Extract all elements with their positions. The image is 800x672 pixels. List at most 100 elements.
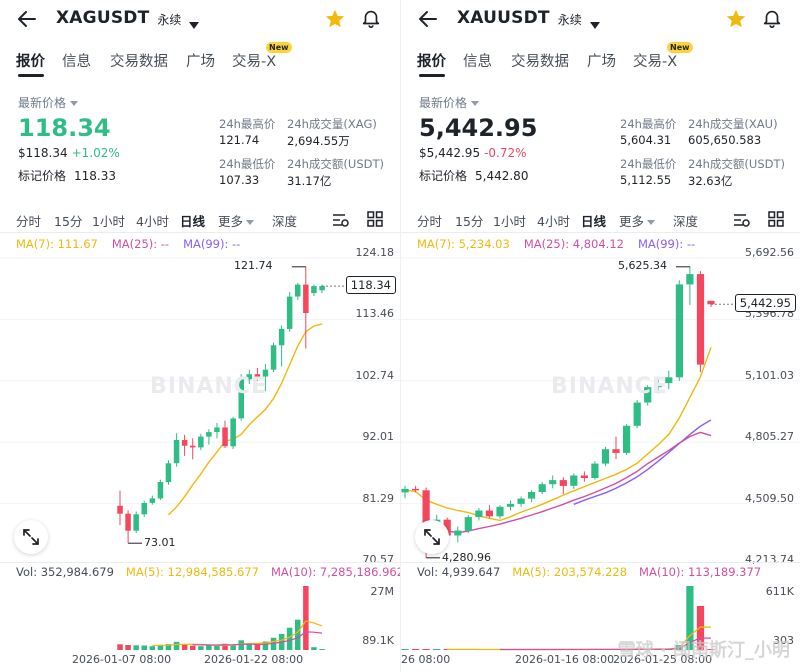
- tab-3[interactable]: 广场: [587, 54, 616, 70]
- top-bar: XAGUSDT 永续: [0, 0, 400, 38]
- tab-2[interactable]: 交易数据: [511, 54, 569, 70]
- interval-6[interactable]: 深度: [272, 211, 297, 230]
- candle-body: [549, 480, 557, 485]
- new-badge: New: [667, 42, 693, 53]
- candle-body: [654, 383, 662, 388]
- time-axis-label-1: 2026-01-16 08:00: [515, 653, 615, 666]
- caret-down-icon[interactable]: [189, 14, 200, 29]
- candle-body: [570, 475, 578, 486]
- mark-price-value: 118.33: [74, 169, 117, 183]
- volume-value: Vol: 352,984.679: [16, 565, 114, 579]
- price-block: 最新价格 118.34 $118.34 +1.02% 标记价格 118.33: [18, 94, 218, 183]
- interval-1[interactable]: 15分: [54, 211, 82, 230]
- volume-bar: [198, 646, 204, 650]
- candle-body: [286, 296, 293, 329]
- interval-5[interactable]: 更多: [619, 211, 656, 230]
- caret-down-icon[interactable]: [589, 14, 600, 29]
- candle-body: [303, 284, 309, 313]
- ma7-value: MA(7): 111.67: [16, 237, 98, 251]
- interval-4[interactable]: 日线: [581, 211, 606, 230]
- grid-icon[interactable]: [367, 211, 383, 227]
- volume-ma10: MA(10): 113,189.377: [639, 565, 762, 579]
- interval-5[interactable]: 更多: [218, 211, 255, 230]
- candlestick-chart[interactable]: [0, 250, 400, 562]
- back-arrow-icon[interactable]: [417, 8, 439, 30]
- expand-chart-button[interactable]: [14, 520, 48, 554]
- candle-body: [644, 387, 652, 403]
- divider: [401, 232, 800, 233]
- chart-high-label: 5,625.34: [618, 259, 667, 272]
- volume-bar: [206, 645, 212, 650]
- interval-label: 日线: [581, 214, 607, 229]
- volume-bar: [190, 645, 196, 650]
- interval-1[interactable]: 15分: [455, 211, 483, 230]
- y-axis-label-0: 124.18: [355, 246, 395, 259]
- candle-body: [454, 530, 462, 536]
- candle-body: [165, 463, 172, 482]
- stat-vol-label: 24h成交量(XAG): [287, 117, 377, 131]
- volume-ma10: MA(10): 7,285,186.962: [270, 565, 400, 579]
- tab-4[interactable]: 交易-X: [633, 54, 678, 70]
- symbol-title[interactable]: XAGUSDT: [56, 8, 150, 28]
- stat-high-label: 24h最高价: [620, 117, 677, 131]
- star-icon[interactable]: [324, 8, 346, 30]
- tab-1[interactable]: 信息: [463, 54, 492, 70]
- interval-label: 15分: [455, 214, 484, 229]
- y-axis-label-1: 113.46: [355, 307, 395, 321]
- interval-0[interactable]: 分时: [417, 211, 442, 230]
- interval-4[interactable]: 日线: [180, 211, 205, 230]
- interval-3[interactable]: 4小时: [136, 211, 169, 230]
- volume-bar: [117, 644, 123, 650]
- candle-body: [633, 402, 641, 426]
- candle-body: [538, 484, 546, 492]
- symbol-title[interactable]: XAUUSDT: [457, 8, 550, 28]
- candle-body: [496, 506, 504, 517]
- chart-settings-icon[interactable]: [332, 212, 350, 228]
- new-badge: New: [266, 42, 292, 53]
- tab-0[interactable]: 报价: [16, 54, 45, 70]
- ma-indicator-row: MA(7): 111.67 MA(25): -- MA(99): --: [16, 237, 254, 251]
- usd-price: $118.34: [18, 146, 68, 160]
- ma99-value: MA(99): --: [637, 237, 696, 251]
- divider: [0, 232, 400, 233]
- star-icon[interactable]: [725, 8, 747, 30]
- contract-type-label: 永续: [557, 13, 582, 27]
- bell-icon[interactable]: [761, 7, 783, 29]
- candle-body: [665, 377, 673, 384]
- interval-label: 更多: [218, 214, 244, 229]
- mark-price-line: 标记价格 118.33: [18, 167, 116, 184]
- tab-4[interactable]: 交易-X: [232, 54, 277, 70]
- tab-2[interactable]: 交易数据: [110, 54, 168, 70]
- candle-body: [254, 374, 261, 377]
- tab-1[interactable]: 信息: [62, 54, 91, 70]
- latest-price-label[interactable]: 最新价格: [18, 94, 218, 111]
- right-panel-xauusdt: XAUUSDT 永续 报价 信息 交易数据 广场 交易-X New 最新价格 5,442.95 $5…: [400, 0, 800, 672]
- chart-high-label: 121.74: [234, 259, 273, 272]
- interval-3[interactable]: 4小时: [537, 211, 570, 230]
- volume-bar: [157, 644, 164, 650]
- expand-chart-button[interactable]: [415, 520, 449, 554]
- candle-body: [238, 379, 244, 419]
- latest-price-label[interactable]: 最新价格: [419, 94, 619, 111]
- candle-body: [149, 498, 156, 503]
- change-percent: -0.72%: [484, 146, 527, 160]
- tab-3[interactable]: 广场: [186, 54, 215, 70]
- volume-bar: [230, 644, 236, 650]
- interval-2[interactable]: 1小时: [493, 211, 526, 230]
- interval-0[interactable]: 分时: [16, 211, 41, 230]
- back-arrow-icon[interactable]: [16, 8, 38, 30]
- chart-settings-icon[interactable]: [733, 212, 751, 228]
- y-axis-label-3: 92.01: [362, 430, 395, 444]
- y-axis-label-2: 5,101.03: [745, 368, 794, 382]
- grid-icon[interactable]: [768, 211, 784, 227]
- interval-6[interactable]: 深度: [673, 211, 698, 230]
- candle-body: [125, 513, 131, 531]
- candle-body: [222, 427, 228, 447]
- interval-2[interactable]: 1小时: [92, 211, 125, 230]
- ma7-line: [168, 323, 323, 516]
- candlestick-chart[interactable]: [401, 250, 800, 562]
- tab-0[interactable]: 报价: [417, 54, 446, 70]
- bell-icon[interactable]: [360, 7, 382, 29]
- more-caret-icon: [246, 220, 255, 225]
- active-tab-underline: [18, 74, 44, 77]
